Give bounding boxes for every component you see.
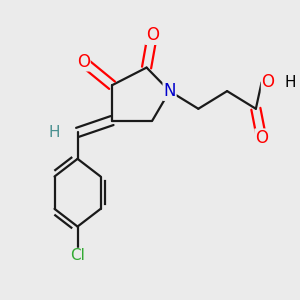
- Text: O: O: [146, 26, 159, 44]
- Text: O: O: [262, 73, 275, 91]
- Text: O: O: [77, 53, 90, 71]
- Text: H: H: [49, 125, 60, 140]
- Text: H: H: [285, 75, 296, 90]
- Text: N: N: [163, 82, 176, 100]
- Text: O: O: [255, 129, 268, 147]
- Text: Cl: Cl: [70, 248, 85, 263]
